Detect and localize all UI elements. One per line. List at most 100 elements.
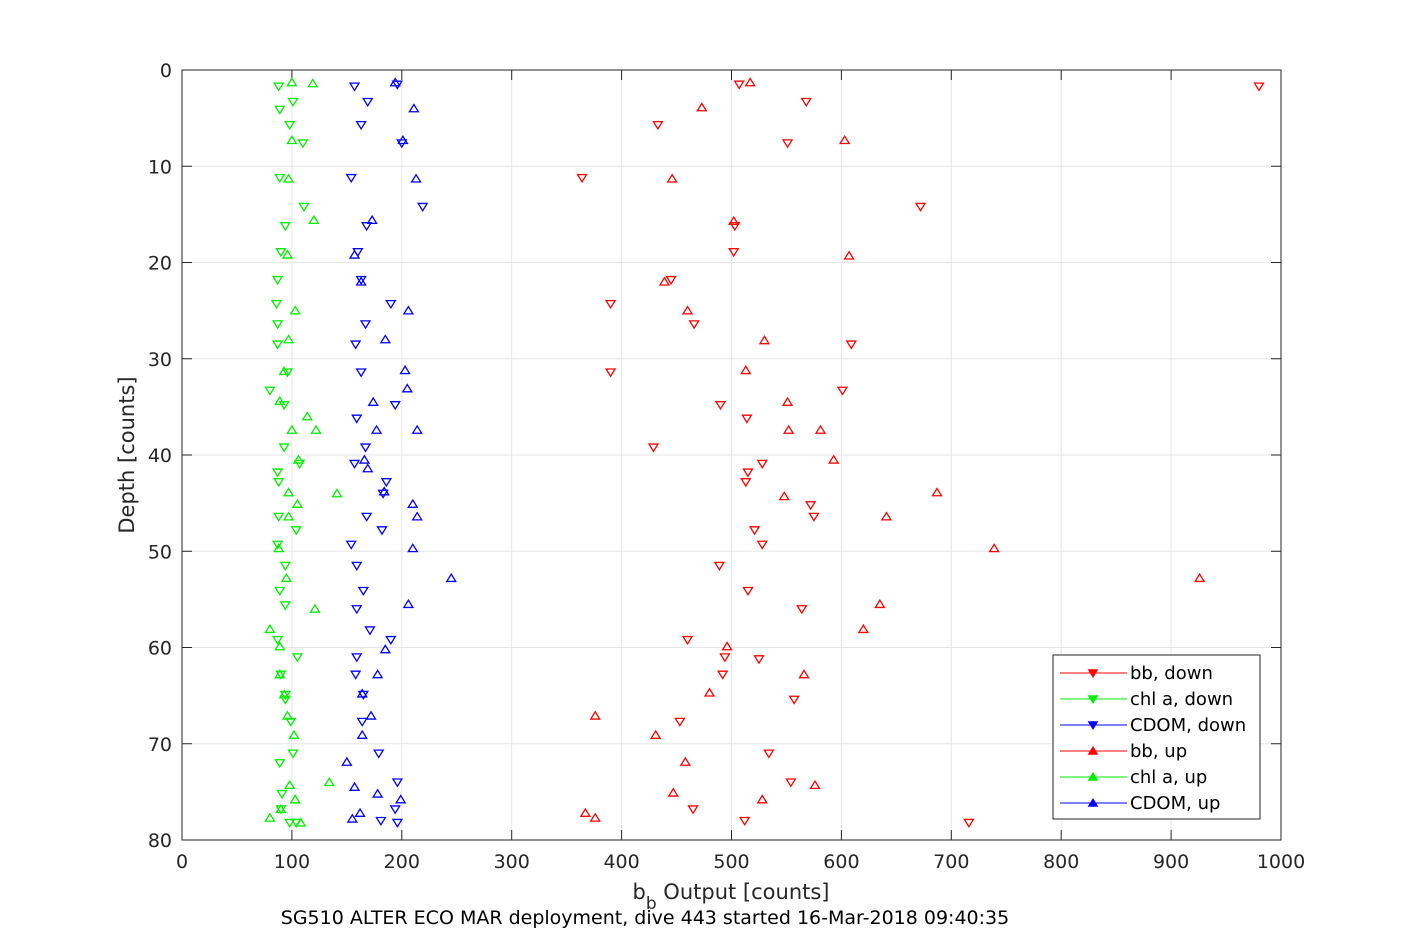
y-tick-label: 10 <box>148 156 172 178</box>
bb-up-point <box>696 102 708 112</box>
cdom-down-point <box>345 173 357 184</box>
chl-a-down-point <box>287 97 299 108</box>
chl-a-up-point <box>291 498 304 508</box>
cdom-up-point <box>407 498 419 508</box>
chl-a-down-point <box>271 635 284 646</box>
bb-down-point <box>739 816 751 827</box>
bb-up-point <box>809 779 821 790</box>
y-tick-label: 60 <box>148 638 172 660</box>
bb-up-point <box>650 729 662 739</box>
cdom-down-point <box>355 368 367 378</box>
cdom-up-point <box>371 788 384 798</box>
chl-a-up-point <box>286 77 298 87</box>
chl-a-up-point <box>292 454 305 464</box>
cdom-down-point <box>391 818 404 828</box>
chl-a-down-point <box>285 717 297 727</box>
chl-a-up-point <box>275 803 287 814</box>
bb-down-point <box>647 443 660 453</box>
chl-a-up-point <box>308 214 320 225</box>
chl-a-down-point <box>290 526 302 536</box>
bb-down-point <box>719 653 731 663</box>
chl-a-down-point <box>273 82 285 92</box>
chl-a-down-point <box>271 540 284 550</box>
cdom-down-point <box>349 670 362 680</box>
y-tick-label: 80 <box>148 830 172 852</box>
cdom-down-point <box>348 82 361 92</box>
chl-a-down-point <box>279 601 291 611</box>
cdom-down-point <box>385 299 397 310</box>
chl-a-down-point <box>274 173 286 184</box>
x-tick-label: 300 <box>494 851 530 873</box>
bb-up-point <box>589 710 601 720</box>
bb-down-point <box>763 749 775 759</box>
bb-down-point <box>688 320 700 330</box>
cdom-up-point <box>370 424 383 434</box>
chl-a-up-point <box>289 794 301 804</box>
bb-up-point <box>740 365 752 375</box>
y-tick-label: 0 <box>160 60 172 82</box>
chl-a-down-point <box>271 468 284 478</box>
bb-down-point <box>800 97 812 108</box>
legend: bb, down chl a, down CDOM, down bb, up chl a… <box>1052 654 1261 820</box>
x-tick-label: 700 <box>933 851 969 873</box>
cdom-down-point <box>351 605 363 615</box>
bb-up-point <box>758 335 771 345</box>
chl-a-down-point <box>271 275 284 286</box>
cdom-up-point <box>395 794 407 804</box>
x-axis-label-subscript: b <box>646 894 657 914</box>
cdom-down-point <box>351 653 363 663</box>
cdom-down-point <box>373 749 385 759</box>
bb-up-point <box>658 276 671 286</box>
bb-up-point <box>589 812 601 822</box>
bb-down-point <box>742 586 754 596</box>
chl-a-down-point <box>284 120 296 131</box>
bb-up-point <box>666 173 678 183</box>
bb-down-point <box>604 368 617 378</box>
x-tick-label: 200 <box>384 851 420 873</box>
legend-label: bb, up <box>1130 741 1187 762</box>
chl-a-up-point <box>281 249 294 259</box>
bb-down-point <box>748 526 761 536</box>
cdom-up-point <box>379 334 391 344</box>
bb-down-point <box>836 386 849 396</box>
cdom-up-point <box>411 511 423 521</box>
cdom-up-point <box>367 396 379 406</box>
chl-a-up-point <box>282 487 295 497</box>
bb-down-point <box>756 459 768 469</box>
cdom-down-point <box>385 635 397 646</box>
bb-down-point <box>728 248 740 258</box>
chart-title: SG510 ALTER ECO MAR deployment, dive 443… <box>281 907 1009 929</box>
bb-up-point <box>798 669 810 679</box>
chl-a-down-point <box>274 586 286 596</box>
cdom-down-point <box>389 401 401 411</box>
cdom-down-point <box>357 586 370 596</box>
bb-down-point <box>652 120 664 131</box>
bb-down-point <box>733 80 745 90</box>
cdom-up-point <box>371 669 384 679</box>
cdom-up-point <box>401 383 413 393</box>
chl-a-down-point <box>264 386 276 396</box>
bb-down-point <box>604 299 617 310</box>
bb-down-point <box>687 805 699 815</box>
cdom-up-point <box>389 77 401 87</box>
chl-a-up-point <box>273 543 285 553</box>
bb-up-point <box>843 250 855 260</box>
chl-a-down-point <box>275 248 287 258</box>
chl-a-down-point <box>281 368 294 378</box>
chl-a-down-point <box>298 202 310 212</box>
bb-up-point <box>874 598 886 609</box>
cdom-down-point <box>389 805 401 815</box>
legend-marker <box>1087 745 1099 755</box>
cdom-up-point <box>358 454 371 464</box>
bb-down-point <box>713 561 726 571</box>
bb-down-point <box>914 202 927 212</box>
cdom-up-point <box>365 710 377 720</box>
x-tick-label: 600 <box>823 851 859 873</box>
x-axis-label: bb Output [counts] <box>632 880 829 914</box>
chl-a-down-point <box>271 320 284 330</box>
bb-up-point <box>828 454 840 464</box>
cdom-up-point <box>366 214 378 225</box>
cdom-up-point <box>411 424 423 434</box>
cdom-up-point <box>410 173 422 183</box>
chl-a-up-point <box>323 776 335 787</box>
